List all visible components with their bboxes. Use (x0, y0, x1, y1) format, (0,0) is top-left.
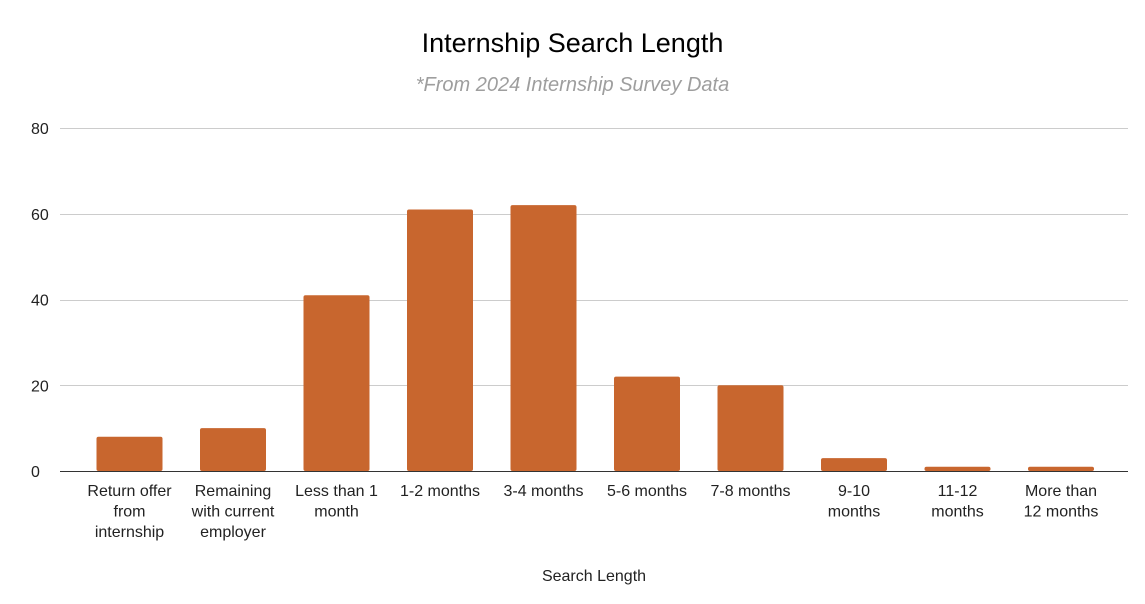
x-tick-label: More than 12 months (1024, 483, 1099, 521)
y-tick-label: 40 (31, 293, 49, 310)
y-tick-label: 80 (31, 121, 49, 138)
x-axis-label: Search Length (541, 568, 647, 585)
y-tick-label: 60 (31, 207, 49, 224)
x-tick-label: Remaining with current employer (191, 483, 275, 541)
x-tick-label: 9-10 months (828, 483, 880, 521)
bar (717, 385, 784, 471)
bar (614, 376, 680, 471)
bar (303, 295, 370, 471)
y-tick-label: 20 (31, 378, 49, 395)
bar (510, 205, 577, 472)
chart-subtitle: *From 2024 Internship Survey Data (415, 74, 730, 96)
x-tick-label: 5-6 months (607, 483, 687, 500)
bar (821, 458, 887, 471)
x-tick-label: Return offer from internship (87, 483, 172, 541)
x-tick-label: 1-2 months (400, 483, 480, 500)
gridlines (60, 128, 1128, 472)
chart-title: Internship Search Length (421, 28, 724, 58)
bar (407, 209, 473, 471)
x-tick-label: 3-4 months (503, 483, 583, 500)
x-axis-ticks: Return offer from internship Remaining with … (87, 483, 1098, 541)
y-tick-label: 0 (31, 464, 40, 481)
x-tick-label: Less than 1 month (295, 483, 378, 521)
bar (96, 436, 163, 471)
x-tick-label: 11-12 months (931, 483, 983, 521)
bars (96, 205, 1094, 472)
y-axis-ticks: 0 20 40 60 80 (31, 121, 49, 481)
bar (1028, 466, 1094, 471)
bar (200, 428, 266, 471)
x-tick-label: 7-8 months (710, 483, 790, 500)
bar (924, 466, 991, 471)
